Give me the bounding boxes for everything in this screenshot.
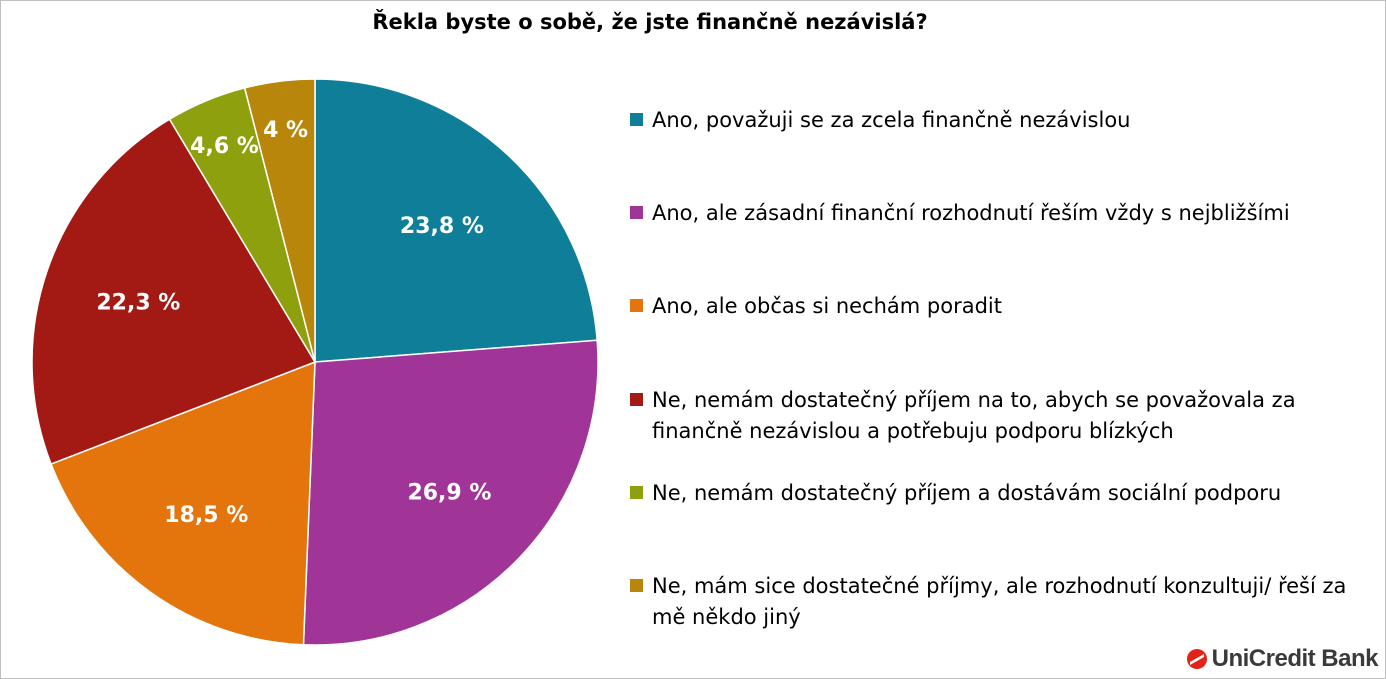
legend-item: Ne, nemám dostatečný příjem na to, abych… <box>630 385 1352 447</box>
legend-label: Ne, mám sice dostatečné příjmy, ale rozh… <box>652 574 1347 629</box>
legend-label: Ne, nemám dostatečný příjem a dostávám s… <box>652 481 1282 505</box>
chart-title: Řekla byste o sobě, že jste finančně nez… <box>372 10 928 34</box>
unicredit-logo: UniCredit Bank <box>1186 645 1379 673</box>
pie-slice <box>302 339 599 646</box>
legend-swatch <box>630 486 643 499</box>
legend-swatch <box>630 299 643 312</box>
legend-label: Ano, ale zásadní finanční rozhodnutí řeš… <box>652 201 1290 225</box>
unicredit-logo-icon <box>1186 649 1207 669</box>
slice-value-label: 4,6 % <box>190 134 259 159</box>
legend-item: Ne, nemám dostatečný příjem a dostávám s… <box>630 478 1352 509</box>
pie-chart: 23,8 % 26,9 % 18,5 % 22,3 % 4,6 %4 % <box>31 78 599 646</box>
legend-item: Ano, ale zásadní finanční rozhodnutí řeš… <box>630 198 1352 229</box>
legend-swatch <box>630 579 643 592</box>
legend-label: Ano, považuji se za zcela finančně nezáv… <box>652 108 1131 132</box>
slice-value-label: 26,9 % <box>407 481 491 506</box>
slice-value-label: 4 % <box>263 118 308 143</box>
legend-item: Ne, mám sice dostatečné příjmy, ale rozh… <box>630 571 1352 633</box>
pie-slice <box>314 78 598 363</box>
slice-value-label: 23,8 % <box>400 214 484 239</box>
legend-label: Ne, nemám dostatečný příjem na to, abych… <box>652 388 1296 443</box>
legend-item: Ano, ale občas si nechám poradit <box>630 291 1352 322</box>
logo-text: UniCredit Bank <box>1211 645 1379 672</box>
slice-value-label: 18,5 % <box>164 503 248 528</box>
legend-swatch <box>630 393 643 406</box>
legend-swatch <box>630 113 643 126</box>
legend-swatch <box>630 206 643 219</box>
pie-slice <box>31 118 317 465</box>
pie-slice <box>50 360 316 646</box>
pie-slice <box>243 78 316 363</box>
slice-value-label: 22,3 % <box>96 290 180 315</box>
legend-item: Ano, považuji se za zcela finančně nezáv… <box>630 105 1352 136</box>
legend-label: Ano, ale občas si nechám poradit <box>652 294 1002 318</box>
